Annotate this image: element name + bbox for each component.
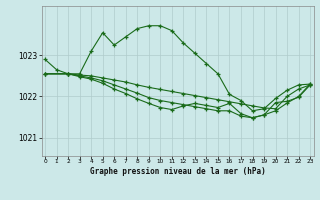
X-axis label: Graphe pression niveau de la mer (hPa): Graphe pression niveau de la mer (hPa): [90, 167, 266, 176]
